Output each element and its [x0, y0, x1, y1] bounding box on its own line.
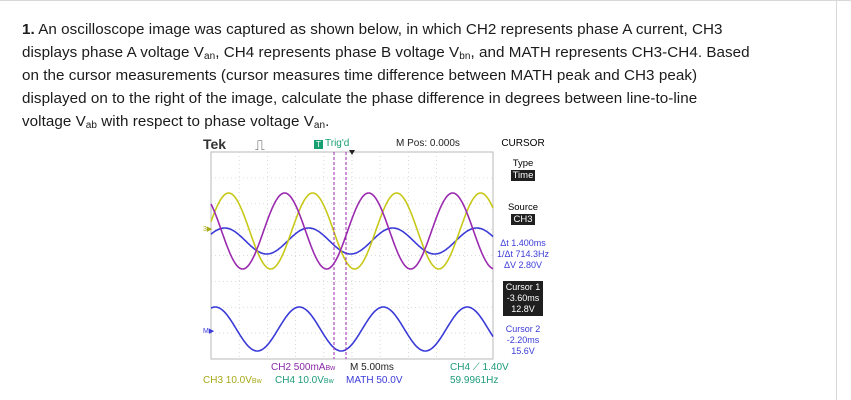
q4: displayed on to the right of the image, … — [22, 90, 698, 107]
ch3-bw: Bw — [251, 378, 262, 385]
trigger-status-icon: T — [314, 140, 323, 149]
cursor2-volt: 15.6V — [511, 346, 535, 356]
right-border — [836, 0, 837, 400]
top-divider — [0, 0, 851, 1]
ch3-scale-text: CH3 10.0V — [203, 375, 252, 386]
q3: on the cursor measurements (cursor measu… — [22, 67, 698, 84]
oscilloscope-screenshot: Tek ⎍ T Trig'd M Pos: 0.000s 3▶ M▶ CH2 5… — [203, 135, 551, 392]
trigger-status: Trig'd — [325, 138, 350, 149]
math-ground-marker: M▶ — [203, 328, 215, 335]
type-value: Time — [510, 170, 536, 181]
cursor2-label[interactable]: Cursor 2 — [505, 324, 541, 334]
math-waveform — [210, 306, 494, 352]
cursor-side-menu: CURSOR Type Time Source CH3 Δt 1.400ms 1… — [495, 135, 551, 392]
question-line-4: displayed on to the right of the image, … — [22, 87, 782, 110]
ch3-ground-marker: 3▶ — [203, 226, 213, 233]
trigger-level: CH4 ⟋ 1.40V — [450, 362, 509, 373]
ch3-scale: CH3 10.0VBw — [203, 375, 262, 386]
waveforms — [210, 192, 494, 352]
ch2-scale: CH2 500mABw — [271, 362, 335, 373]
q5a: voltage V — [22, 113, 86, 130]
scope-markers — [349, 150, 355, 155]
q2b: , CH4 represents phase B voltage V — [215, 44, 460, 61]
q2a: displays phase A voltage V — [22, 44, 204, 61]
ch4-bw: Bw — [323, 378, 334, 385]
cursor1-label: Cursor 1 — [505, 282, 541, 292]
q2-sub-an: an — [203, 51, 216, 62]
cursor1-time: -3.60ms — [506, 293, 540, 303]
acquire-run-icon: ⎍ — [255, 137, 265, 153]
q5b: with respect to phase voltage V — [97, 113, 314, 130]
question-line-1: 1. An oscilloscope image was captured as… — [22, 18, 782, 41]
source-value: CH3 — [511, 214, 535, 225]
type-option[interactable]: Time — [495, 170, 551, 181]
q5c: . — [325, 113, 330, 130]
timebase: M 5.00ms — [350, 362, 394, 373]
menu-title: CURSOR — [501, 138, 545, 149]
cursor1-box: Cursor 1 -3.60ms 12.8V — [502, 281, 544, 316]
cursor1-volt: 12.8V — [511, 304, 535, 314]
type-label: Type — [512, 158, 534, 169]
source-option[interactable]: CH3 — [495, 214, 551, 225]
math-scale: MATH 50.0V — [346, 375, 403, 386]
q2-sub-bn: bn — [459, 51, 471, 62]
question-number: 1. — [22, 21, 35, 38]
tek-logo: Tek — [203, 136, 227, 152]
cursor2-time: -2.20ms — [506, 335, 540, 345]
question-line-1-text: An oscilloscope image was captured as sh… — [38, 21, 723, 38]
trigger-position-marker — [349, 150, 355, 155]
ch3-voltage-waveform — [210, 192, 494, 270]
question-line-5: voltage Vab with respect to phase voltag… — [22, 110, 782, 133]
q5-sub-an: an — [313, 120, 326, 131]
ch2-scale-text: CH2 500mA — [271, 362, 326, 373]
trigger-frequency: 59.9961Hz — [450, 375, 499, 386]
horizontal-position: M Pos: 0.000s — [396, 138, 460, 149]
source-label: Source — [507, 202, 539, 213]
question-text: 1. An oscilloscope image was captured as… — [22, 18, 782, 133]
ch2-bw: Bw — [325, 365, 336, 372]
cursor1-option[interactable]: Cursor 1 -3.60ms 12.8V — [495, 281, 551, 316]
delta-t: Δt 1.400ms — [500, 238, 546, 248]
inv-delta-t: 1/Δt 714.3Hz — [496, 249, 550, 259]
ch4-voltage-waveform — [210, 192, 494, 270]
cursor-lines — [333, 152, 347, 359]
question-line-2: displays phase A voltage Van, CH4 repres… — [22, 41, 782, 64]
ch4-scale-text: CH4 10.0V — [275, 375, 324, 386]
ch4-scale: CH4 10.0VBw — [275, 375, 334, 386]
delta-v: ΔV 2.80V — [503, 260, 543, 270]
question-line-3: on the cursor measurements (cursor measu… — [22, 64, 782, 87]
scope-display — [210, 150, 494, 360]
q2c: , and MATH represents CH3-CH4. Based — [470, 44, 750, 61]
q5-sub-ab: ab — [85, 120, 98, 131]
